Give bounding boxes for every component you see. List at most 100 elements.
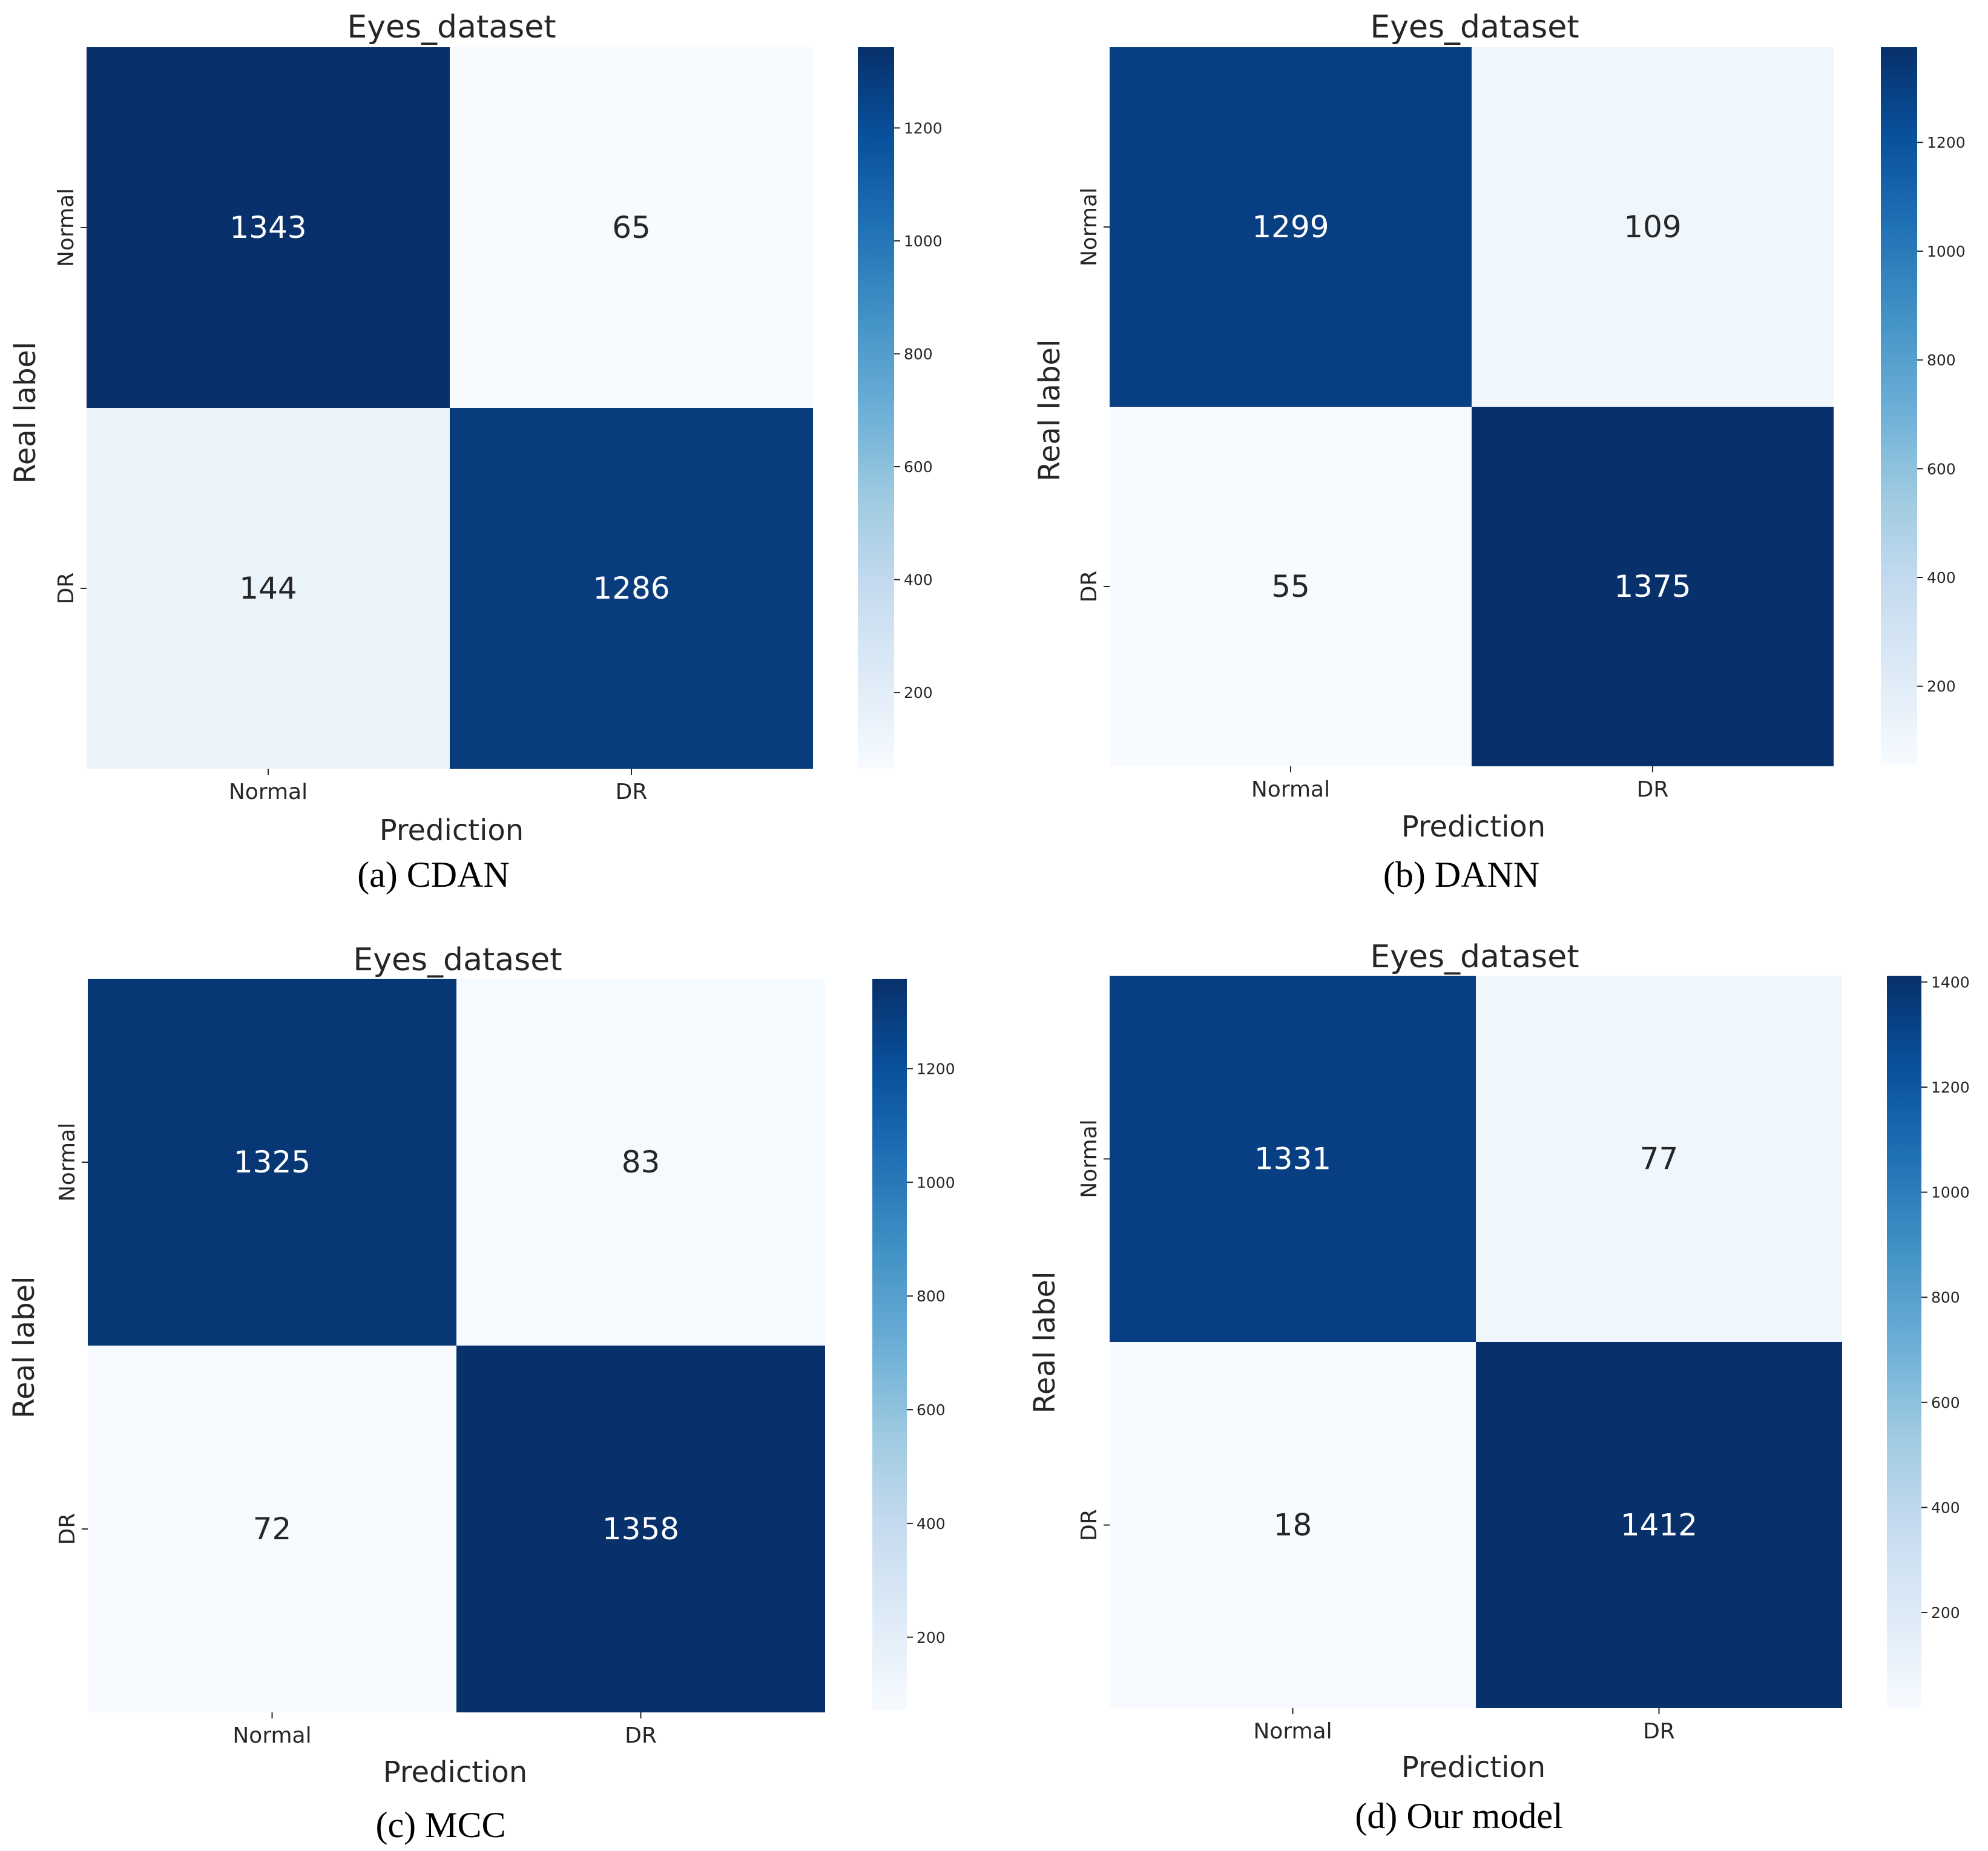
cell-value-label: 1375	[1614, 569, 1691, 604]
heatmap-cell	[456, 979, 825, 1346]
y-axis-label: Real label	[7, 1277, 41, 1419]
colorbar-tick-label: 200	[904, 684, 933, 702]
colorbar-tick-label: 800	[917, 1287, 946, 1305]
cell-value-label: 55	[1271, 569, 1310, 604]
heatmap-cell	[450, 47, 813, 408]
panel-c: Eyes_dataset 1325 83 72 1358 200 400 600 80…	[7, 942, 955, 1845]
y-tick-label: DR	[1077, 571, 1102, 603]
cell-value-label: 1325	[234, 1145, 311, 1180]
x-tick-label: DR	[1637, 777, 1669, 802]
colorbar	[858, 47, 894, 769]
colorbar-tick-label: 600	[1927, 460, 1956, 478]
y-tick-label: DR	[54, 573, 79, 605]
colorbar	[1881, 47, 1917, 765]
chart-title: Eyes_dataset	[1370, 9, 1579, 45]
colorbar-tick-label: 1400	[1931, 973, 1970, 991]
colorbar-tick-label: 400	[904, 571, 933, 589]
x-tick-label: Normal	[1251, 777, 1330, 802]
x-axis-label: Prediction	[380, 814, 524, 847]
colorbar-tick-label: 1000	[1931, 1184, 1970, 1202]
colorbar-tick-label: 200	[1931, 1604, 1960, 1622]
x-axis-label: Prediction	[383, 1755, 527, 1789]
heatmap-cell	[1110, 407, 1472, 766]
chart-title: Eyes_dataset	[353, 942, 562, 978]
y-axis-label: Real label	[1033, 340, 1067, 482]
heatmap-cell	[1110, 1342, 1476, 1708]
colorbar-tick-label: 400	[917, 1515, 946, 1533]
chart-title: Eyes_dataset	[347, 9, 556, 45]
colorbar-tick-label: 1200	[917, 1060, 955, 1077]
y-axis-label: Real label	[1028, 1272, 1062, 1414]
heatmap-cell	[87, 47, 450, 408]
heatmap-cells: 1299 109 55 1375	[1104, 47, 1923, 772]
heatmap-cell	[1472, 407, 1834, 766]
cell-value-label: 1299	[1252, 209, 1329, 245]
panel-d: Eyes_dataset 1331 77 18 1412 200 400 600 80…	[1028, 939, 1970, 1836]
y-tick-label: DR	[55, 1513, 80, 1545]
cell-value-label: 77	[1640, 1142, 1679, 1177]
y-axis-label: Real label	[8, 342, 42, 484]
y-tick-label: Normal	[54, 188, 79, 267]
colorbar	[872, 979, 907, 1710]
x-tick-label: Normal	[229, 780, 308, 804]
heatmap-cell	[88, 1346, 456, 1712]
colorbar-tick-label: 800	[1927, 352, 1956, 369]
cell-value-label: 1286	[593, 571, 670, 606]
colorbar-tick-label: 400	[1931, 1499, 1960, 1516]
colorbar-tick-label: 200	[1927, 678, 1956, 695]
heatmap-cell	[87, 408, 450, 769]
colorbar-tick-label: 600	[917, 1401, 946, 1419]
colorbar-tick-label: 1000	[904, 232, 943, 250]
x-tick-label: DR	[1643, 1719, 1675, 1744]
x-tick-label: Normal	[232, 1723, 311, 1748]
panel-caption: (d) Our model	[1355, 1796, 1562, 1836]
colorbar-tick-label: 1200	[1931, 1079, 1970, 1096]
cell-value-label: 144	[239, 571, 297, 606]
heatmap-cell	[88, 979, 456, 1346]
colorbar-tick-label: 600	[904, 458, 933, 476]
panel-b: Eyes_dataset 1299 109 55 1375 200 400 600 8…	[1033, 9, 1966, 895]
colorbar-tick-label: 1200	[1927, 134, 1966, 151]
heatmap-cells: 1325 83 72 1358	[82, 979, 913, 1718]
panel-caption: (a) CDAN	[357, 855, 510, 895]
y-tick-label: DR	[1077, 1509, 1102, 1541]
heatmap-cell	[1476, 1342, 1842, 1708]
x-tick-label: Normal	[1253, 1719, 1332, 1744]
colorbar-tick-label: 800	[904, 345, 933, 363]
panel-caption: (c) MCC	[376, 1805, 506, 1845]
cell-value-label: 83	[622, 1145, 660, 1180]
x-tick-label: DR	[625, 1723, 657, 1748]
heatmap-cell	[1472, 47, 1834, 407]
y-tick-label: Normal	[55, 1123, 80, 1202]
cell-value-label: 1331	[1254, 1142, 1331, 1177]
colorbar-tick-label: 1000	[1927, 243, 1966, 260]
colorbar-tick-label: 800	[1931, 1289, 1960, 1306]
cell-value-label: 1412	[1621, 1508, 1697, 1543]
colorbar-tick-label: 600	[1931, 1394, 1960, 1412]
colorbar-tick-label: 1000	[917, 1174, 955, 1191]
heatmap-cell	[1476, 976, 1842, 1342]
colorbar-tick-label: 200	[917, 1629, 946, 1646]
cell-value-label: 65	[612, 210, 651, 245]
cell-value-label: 109	[1624, 209, 1681, 245]
chart-title: Eyes_dataset	[1370, 939, 1579, 975]
colorbar-tick-label: 1200	[904, 119, 943, 137]
colorbar	[1887, 976, 1921, 1708]
heatmap-cells: 1343 65 144 1286	[81, 47, 900, 775]
panel-caption: (b) DANN	[1383, 855, 1539, 895]
cell-value-label: 18	[1274, 1508, 1312, 1543]
panel-a: Eyes_dataset 1343 65 144 1286 200 400 600 8…	[8, 9, 943, 895]
cell-value-label: 72	[253, 1511, 292, 1547]
heatmap-cell	[456, 1346, 825, 1712]
heatmap-cell	[1110, 47, 1472, 407]
x-axis-label: Prediction	[1401, 1751, 1545, 1784]
y-tick-label: Normal	[1077, 1119, 1102, 1198]
cell-value-label: 1343	[229, 210, 306, 245]
y-tick-label: Normal	[1077, 188, 1102, 266]
x-tick-label: DR	[616, 780, 648, 804]
heatmap-cell	[450, 408, 813, 769]
heatmap-cell	[1110, 976, 1476, 1342]
x-axis-label: Prediction	[1401, 810, 1545, 844]
heatmap-cells: 1331 77 18 1412	[1104, 976, 1927, 1714]
